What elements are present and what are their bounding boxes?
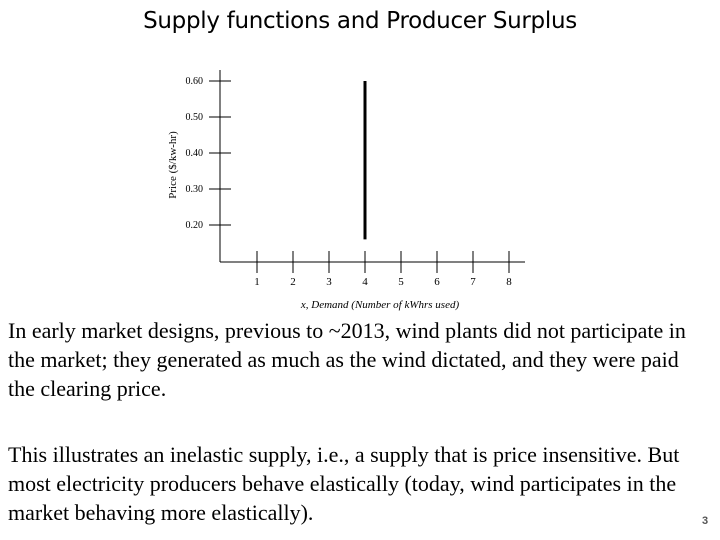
y-tick-label: 0.60 xyxy=(186,76,204,87)
x-tick-label: 4 xyxy=(362,276,368,288)
y-tick-label: 0.20 xyxy=(186,220,204,231)
x-tick-label: 7 xyxy=(470,276,476,288)
x-tick-label: 3 xyxy=(326,276,332,288)
x-tick-label: 6 xyxy=(434,276,440,288)
y-tick-label: 0.30 xyxy=(186,184,204,195)
slide-number: 3 xyxy=(702,515,709,527)
x-tick-label: 5 xyxy=(398,276,404,288)
supply-chart: 0.20 0.30 0.40 0.50 0.60 1 2 3 4 5 6 7 8 Price ($/kw… xyxy=(167,70,525,311)
slide-title: Supply functions and Producer Surplus xyxy=(143,8,577,34)
x-tick-label: 1 xyxy=(254,276,260,288)
paragraph-early-market: In early market designs, previous to ~20… xyxy=(8,318,686,401)
y-tick-label: 0.50 xyxy=(186,112,204,123)
x-axis-label: x, Demand (Number of kWhrs used) xyxy=(300,299,460,311)
x-tick-label: 2 xyxy=(290,276,296,288)
x-tick-label: 8 xyxy=(506,276,512,288)
y-axis-label: Price ($/kw-hr) xyxy=(167,131,179,199)
paragraph-inelastic-supply: This illustrates an inelastic supply, i.… xyxy=(8,442,680,525)
y-tick-label: 0.40 xyxy=(186,148,204,159)
